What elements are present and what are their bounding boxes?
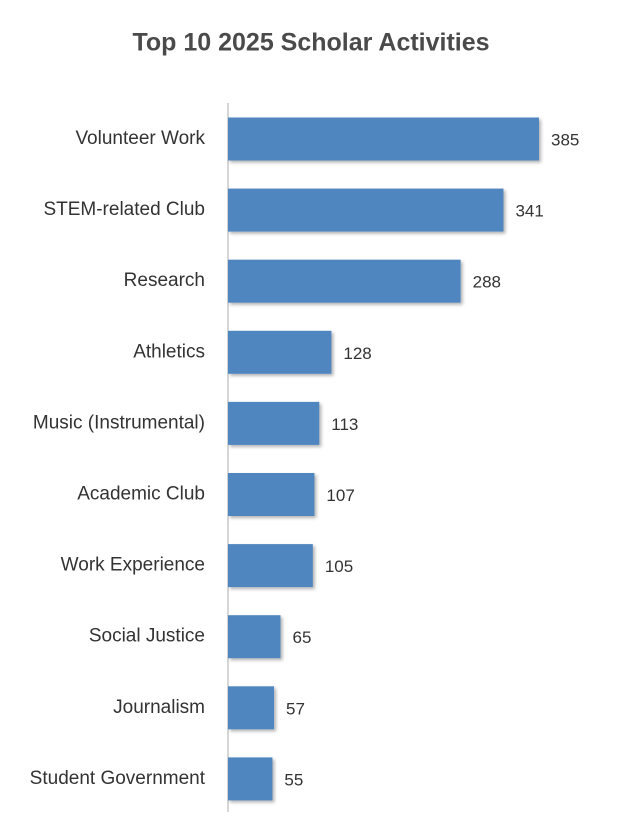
- value-label: 288: [473, 273, 501, 292]
- value-label: 55: [284, 770, 303, 789]
- bar: [228, 188, 504, 232]
- bar: [228, 757, 273, 801]
- value-label: 57: [286, 699, 305, 718]
- chart-title: Top 10 2025 Scholar Activities: [132, 29, 489, 57]
- value-label: 113: [331, 415, 358, 434]
- category-label: Athletics: [133, 341, 205, 362]
- category-label: Research: [124, 270, 205, 291]
- value-label: 385: [551, 130, 579, 149]
- bar: [228, 544, 313, 588]
- bar: [228, 259, 461, 303]
- bar: [228, 615, 281, 659]
- bar: [228, 686, 275, 730]
- value-label: 128: [343, 344, 371, 363]
- category-label: Volunteer Work: [75, 128, 205, 149]
- category-label: Student Government: [30, 768, 206, 789]
- category-label: STEM-related Club: [43, 199, 205, 220]
- bar: [228, 401, 320, 445]
- category-label: Academic Club: [77, 484, 205, 505]
- bar: [228, 473, 315, 516]
- bar: [228, 117, 539, 161]
- value-label: 107: [326, 486, 354, 505]
- bar: [228, 330, 332, 374]
- value-label: 105: [325, 557, 353, 576]
- value-label: 341: [515, 202, 543, 221]
- category-label: Journalism: [113, 697, 205, 718]
- value-label: 65: [293, 628, 312, 647]
- category-label: Social Justice: [89, 626, 205, 647]
- category-label: Work Experience: [61, 555, 205, 576]
- category-label: Music (Instrumental): [33, 412, 205, 433]
